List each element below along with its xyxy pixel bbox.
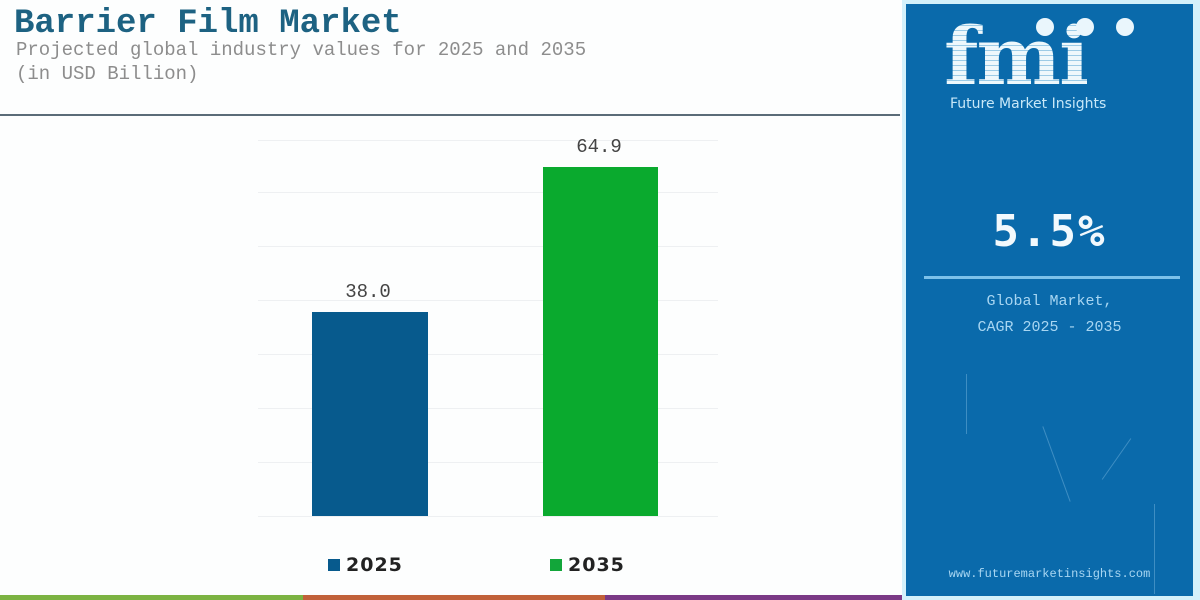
header-divider — [0, 114, 900, 116]
globe-asia-icon — [1116, 18, 1134, 36]
bar-chart: 38.0 64.9 — [258, 0, 718, 600]
footer-strip-green — [0, 595, 303, 600]
footer-strip-orange — [303, 595, 605, 600]
bar-value-label-2035: 64.9 — [576, 136, 622, 158]
legend-swatch-2035 — [550, 559, 562, 571]
decorative-streak — [966, 374, 967, 434]
fmi-logo-letters: fmi — [944, 9, 1089, 103]
summary-panel: fmi Future Market Insights 5.5% Global M… — [902, 0, 1200, 600]
legend-item-2035: 2035 — [550, 554, 625, 576]
legend-label-2035: 2035 — [568, 554, 625, 576]
gridline — [258, 246, 718, 247]
chart-area: Barrier Film Market Projected global ind… — [0, 0, 905, 600]
subtitle-line-2: (in USD Billion) — [16, 63, 199, 85]
bar-2035 — [543, 167, 658, 516]
footer-strip-purple — [605, 595, 905, 600]
gridline — [258, 354, 718, 355]
fmi-logo: fmi Future Market Insights — [944, 9, 1164, 112]
gridline — [258, 192, 718, 193]
cagr-caption: Global Market, CAGR 2025 - 2035 — [977, 293, 1122, 336]
bar-2025 — [312, 311, 428, 516]
gridline — [258, 408, 718, 409]
cagr-value: 5.5% — [992, 206, 1107, 257]
gridline — [258, 140, 718, 141]
subtitle-line-1: Projected global industry values for 202… — [16, 39, 587, 61]
legend-swatch-2025 — [328, 559, 340, 571]
bar-value-label-2025: 38.0 — [345, 281, 391, 303]
brand-name: Future Market Insights — [950, 96, 1107, 112]
website-url: www.futuremarketinsights.com — [948, 567, 1151, 581]
decorative-streak — [1042, 426, 1071, 502]
decorative-streak — [1101, 438, 1132, 480]
globe-americas-icon — [1036, 18, 1054, 36]
page-title: Barrier Film Market — [14, 5, 402, 43]
summary-panel-body: fmi Future Market Insights 5.5% Global M… — [906, 4, 1193, 596]
legend-item-2025: 2025 — [328, 554, 403, 576]
gridline — [258, 300, 718, 301]
page-subtitle: Projected global industry values for 202… — [16, 38, 586, 86]
gridline — [258, 462, 718, 463]
legend-label-2025: 2025 — [346, 554, 403, 576]
cagr-divider — [924, 276, 1180, 279]
globe-europe-icon — [1076, 18, 1094, 36]
baseline — [258, 516, 718, 517]
decorative-streak — [1154, 504, 1155, 594]
